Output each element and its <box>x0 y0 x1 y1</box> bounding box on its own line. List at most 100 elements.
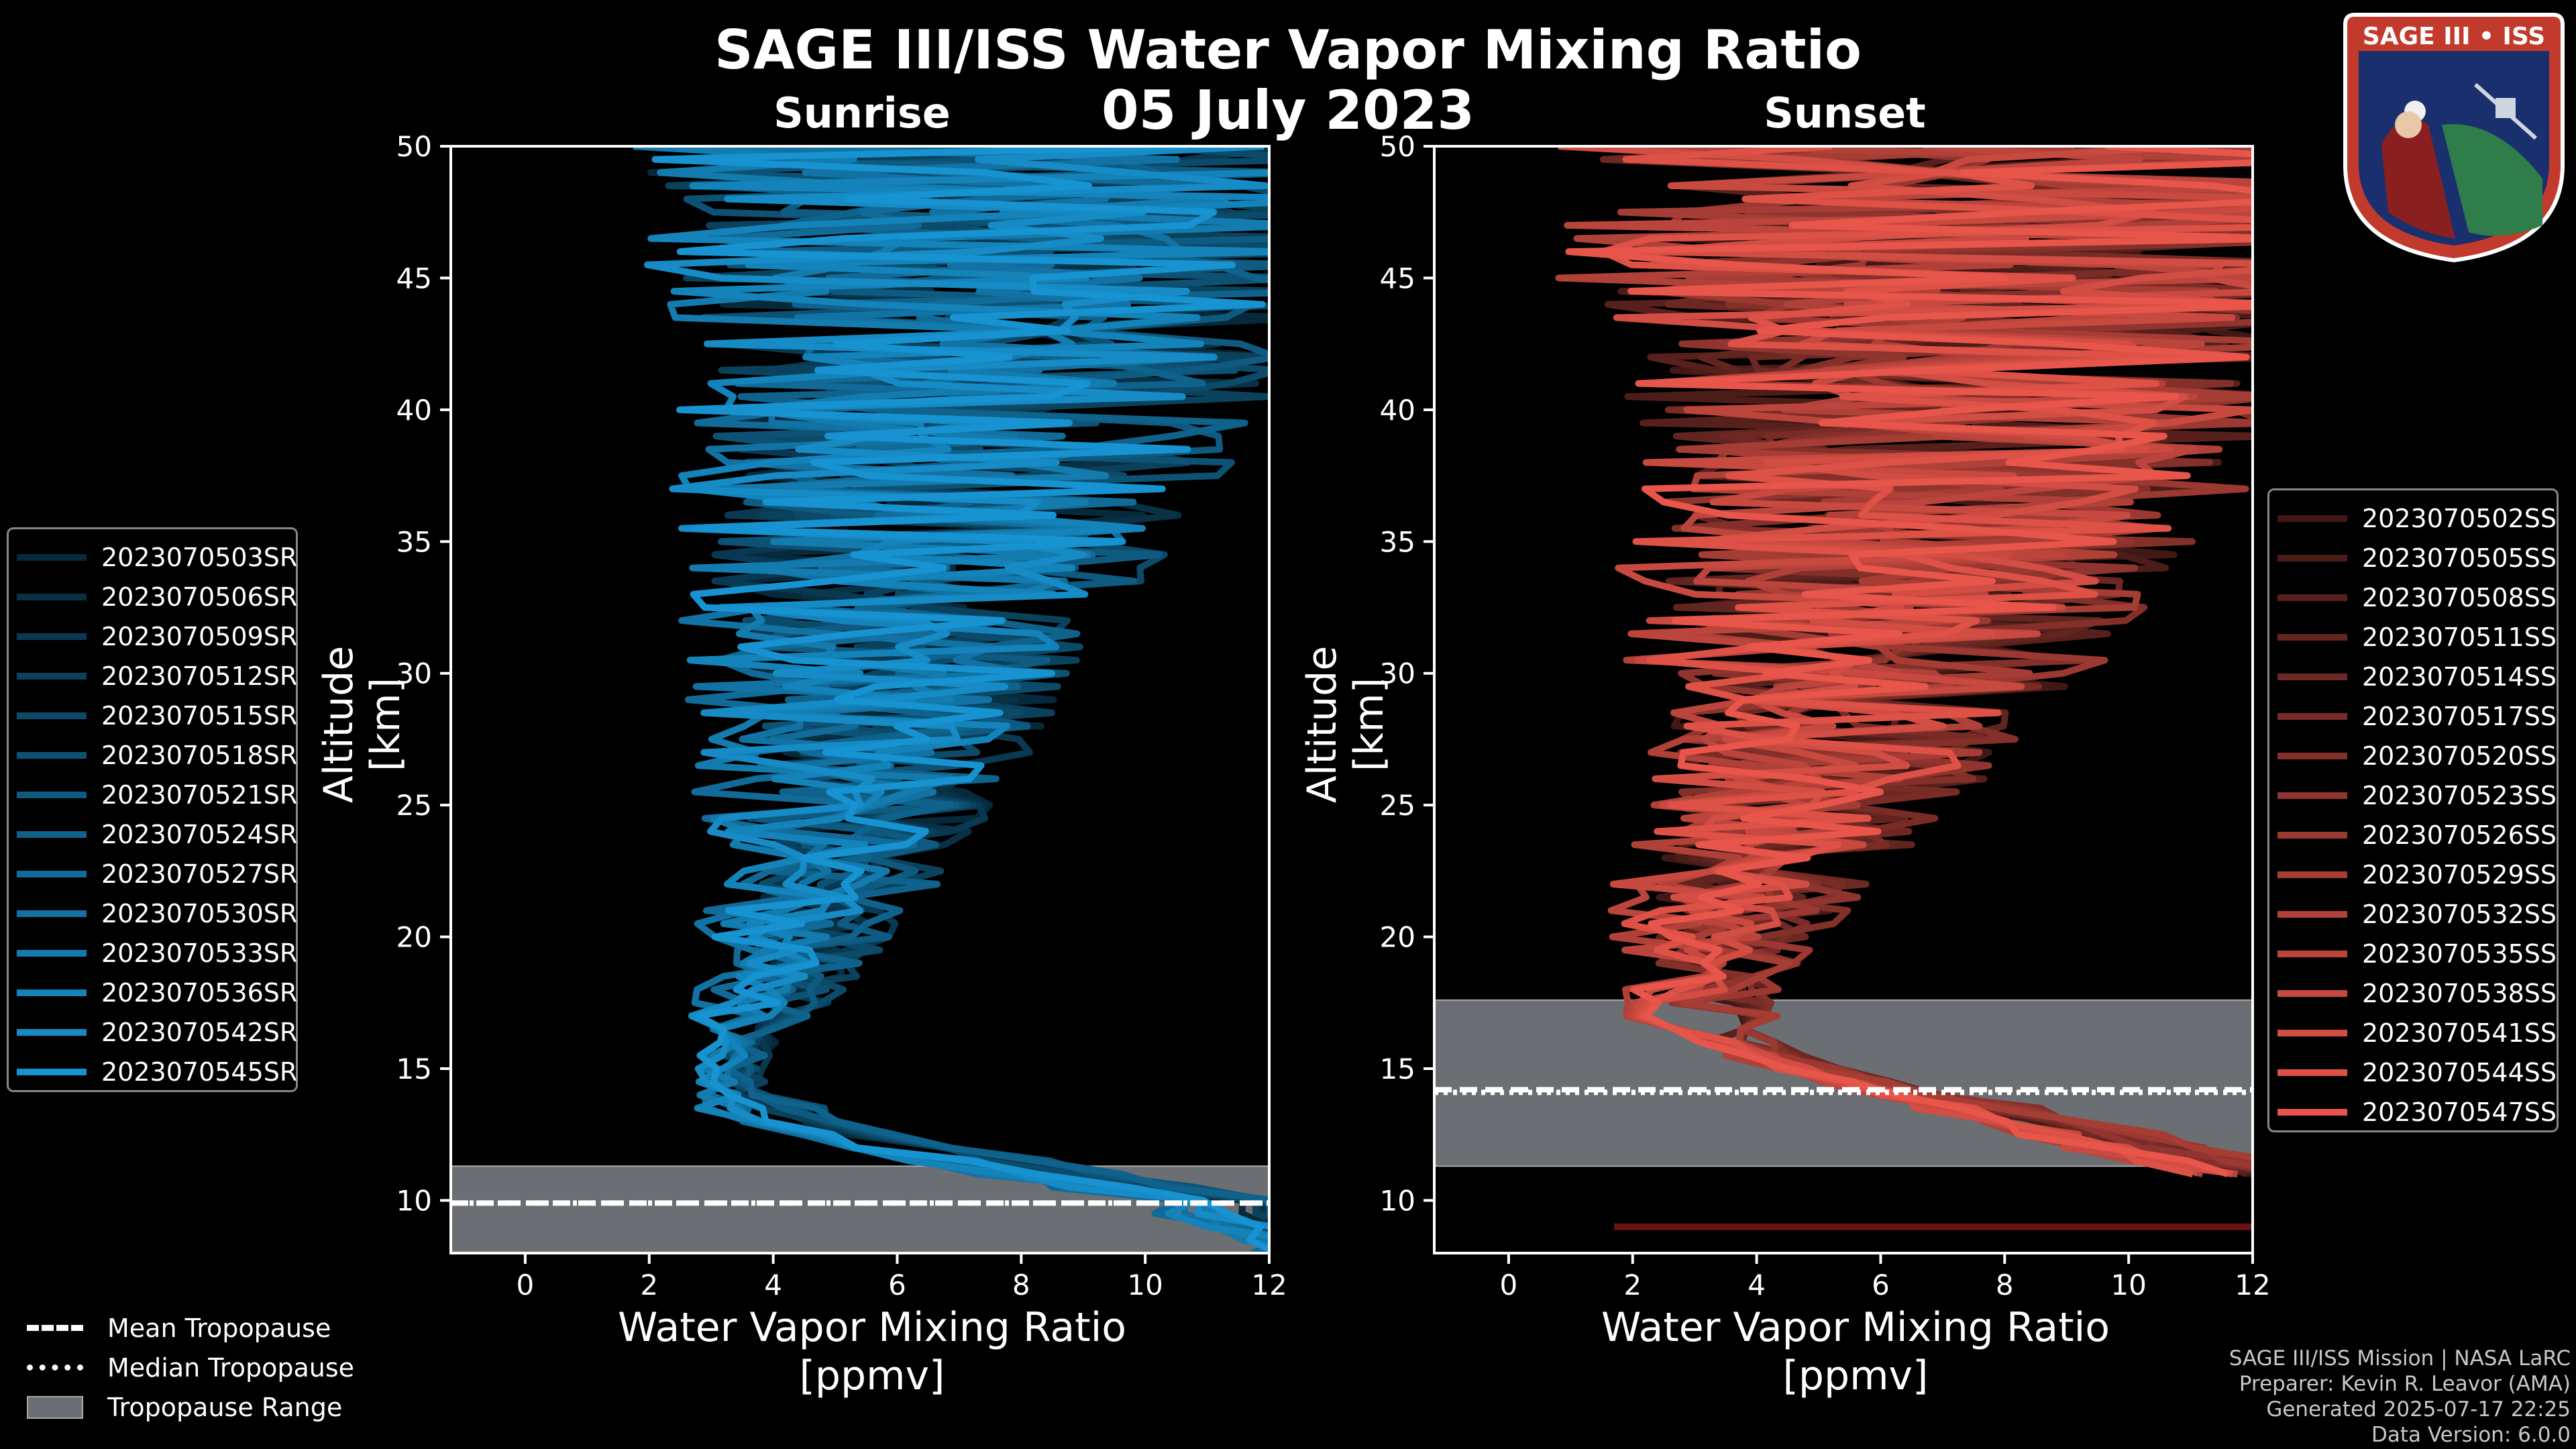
sunset-legend-label: 2023070544SS <box>2362 1057 2557 1087</box>
sunset-legend-item: 2023070541SS <box>2269 1013 2557 1053</box>
sunset-legend-item: 2023070538SS <box>2269 973 2557 1013</box>
sunset-legend-label: 2023070514SS <box>2362 661 2557 692</box>
sunset-x-tick-label: 8 <box>1996 1269 2014 1301</box>
credits-preparer: Preparer: Kevin R. Leavor (AMA) <box>2239 1372 2571 1396</box>
legend-median-tropopause: Median Tropopause <box>0 1348 354 1387</box>
sunset-legend: 2023070502SS 2023070505SS 2023070508SS 2023… <box>2267 488 2559 1132</box>
panel-title-sunrise: Sunrise <box>773 89 951 138</box>
sunrise-legend-label: 2023070521SR <box>101 780 298 810</box>
legend-tropopause-range: Tropopause Range <box>0 1387 342 1427</box>
mean-tropopause-swatch <box>27 1325 83 1331</box>
sunset-y-tick-label: 50 <box>1380 130 1415 163</box>
sunrise-legend-swatch <box>17 751 87 759</box>
sunrise-x-tick-label: 10 <box>1127 1269 1163 1301</box>
sunrise-legend-label: 2023070536SR <box>101 977 298 1008</box>
sunrise-legend-item: 2023070518SR <box>9 735 297 775</box>
sunrise-legend-label: 2023070506SR <box>101 582 298 612</box>
credits-block: SAGE III/ISS Mission | NASA LaRC Prepare… <box>2229 1346 2571 1448</box>
sunset-y-tick-label: 35 <box>1380 525 1415 558</box>
sunset-legend-label: 2023070535SS <box>2362 938 2557 969</box>
sunset-legend-swatch <box>2277 989 2347 997</box>
sunrise-legend-label: 2023070533SR <box>101 938 298 968</box>
sunset-legend-label: 2023070517SS <box>2362 701 2557 731</box>
sunset-x-axis-label-line1: Water Vapor Mixing Ratio <box>1601 1304 2110 1351</box>
mean-tropopause-label: Mean Tropopause <box>107 1313 331 1343</box>
sunset-legend-item: 2023070526SS <box>2269 815 2557 855</box>
sunrise-legend-item: 2023070542SR <box>9 1012 297 1052</box>
sunset-legend-swatch <box>2277 633 2347 641</box>
median-tropopause-label: Median Tropopause <box>107 1352 354 1383</box>
sunset-legend-item: 2023070520SS <box>2269 736 2557 775</box>
sunset-legend-label: 2023070529SS <box>2362 859 2557 890</box>
sunset-legend-swatch <box>2277 831 2347 839</box>
tropopause-range-swatch <box>27 1395 83 1419</box>
sunset-legend-swatch <box>2277 554 2347 561</box>
sunrise-legend-item: 2023070536SR <box>9 973 297 1012</box>
sunset-legend-label: 2023070526SS <box>2362 820 2557 850</box>
credits-generated: Generated 2025-07-17 22:25 <box>2266 1397 2571 1421</box>
sunset-legend-label: 2023070547SS <box>2362 1097 2557 1127</box>
sunset-legend-item: 2023070532SS <box>2269 894 2557 934</box>
sunset-x-tick-label: 6 <box>1872 1269 1890 1301</box>
sunset-axes: 0 2 4 6 8 10 12 10 15 20 25 30 35 40 45 50 <box>1380 130 2271 1301</box>
sunrise-legend-swatch <box>17 633 87 640</box>
sunset-x-axis-label-line2: [ppmv] <box>1782 1352 1929 1399</box>
sunrise-legend-swatch <box>17 1068 87 1075</box>
sunrise-legend-item: 2023070515SR <box>9 696 297 735</box>
sunrise-legend-swatch <box>17 910 87 917</box>
sunrise-legend-item: 2023070512SR <box>9 656 297 696</box>
sunset-profiles <box>1434 146 2253 1230</box>
sunrise-legend-item: 2023070509SR <box>9 616 297 656</box>
sunrise-legend-label: 2023070542SR <box>101 1017 298 1047</box>
sunrise-legend-swatch <box>17 791 87 798</box>
chart-title: SAGE III/ISS Water Vapor Mixing Ratio <box>714 19 1862 81</box>
sunset-legend-label: 2023070511SS <box>2362 622 2557 652</box>
sunrise-legend-label: 2023070509SR <box>101 621 298 651</box>
sunrise-legend-item: 2023070506SR <box>9 577 297 616</box>
tropopause-legend: Mean Tropopause Median Tropopause Tropop… <box>0 1308 402 1436</box>
chart-date: 05 July 2023 <box>1102 79 1474 142</box>
sunrise-y-tick-label: 15 <box>396 1053 432 1085</box>
sunrise-profiles <box>451 146 1269 1253</box>
sunrise-legend-label: 2023070545SR <box>101 1057 298 1087</box>
sunset-legend-item: 2023070511SS <box>2269 617 2557 657</box>
sunrise-y-tick-label: 35 <box>396 525 432 558</box>
sunrise-legend-swatch <box>17 593 87 600</box>
sunset-x-tick-label: 4 <box>1748 1269 1766 1301</box>
sunrise-legend-label: 2023070512SR <box>101 661 298 691</box>
sunset-legend-swatch <box>2277 871 2347 878</box>
sunset-legend-label: 2023070541SS <box>2362 1018 2557 1048</box>
sunrise-x-axis-label-line1: Water Vapor Mixing Ratio <box>618 1304 1126 1351</box>
sunset-legend-item: 2023070535SS <box>2269 934 2557 973</box>
panel-title-sunset: Sunset <box>1764 89 1926 138</box>
sunrise-legend-swatch <box>17 989 87 996</box>
sunset-legend-swatch <box>2277 792 2347 799</box>
sunset-legend-item: 2023070547SS <box>2269 1092 2557 1132</box>
sunset-legend-item: 2023070502SS <box>2269 498 2557 538</box>
sunrise-x-axis-label-line2: [ppmv] <box>799 1352 945 1399</box>
sunrise-legend-item: 2023070530SR <box>9 894 297 933</box>
sunrise-legend-swatch <box>17 553 87 561</box>
sunset-legend-swatch <box>2277 1029 2347 1036</box>
sunrise-axes: 0 2 4 6 8 10 12 10 15 20 25 30 35 40 45 50 <box>396 130 1287 1301</box>
sunset-profile-2023070547SS <box>1565 146 2253 1177</box>
sunrise-y-tick-label: 10 <box>396 1184 432 1217</box>
sunset-legend-item: 2023070523SS <box>2269 775 2557 815</box>
sunrise-x-tick-label: 8 <box>1012 1269 1030 1301</box>
sunrise-legend-swatch <box>17 712 87 719</box>
sunset-legend-swatch <box>2277 950 2347 957</box>
sunrise-legend: 2023070503SR 2023070506SR 2023070509SR 2023… <box>7 527 298 1092</box>
sunset-legend-label: 2023070508SS <box>2362 582 2557 612</box>
sunrise-y-axis-label: Altitude [km] <box>315 645 409 804</box>
sunset-legend-label: 2023070523SS <box>2362 780 2557 810</box>
median-tropopause-swatch <box>27 1364 83 1371</box>
sunrise-legend-swatch <box>17 949 87 957</box>
sunset-y-tick-label: 25 <box>1380 789 1415 822</box>
sunset-y-tick-label: 20 <box>1380 921 1415 954</box>
sunrise-legend-item: 2023070503SR <box>9 537 297 577</box>
sunrise-legend-label: 2023070524SR <box>101 819 298 849</box>
sunrise-legend-item: 2023070527SR <box>9 854 297 894</box>
sunrise-y-tick-label: 20 <box>396 921 432 954</box>
sunset-legend-swatch <box>2277 752 2347 759</box>
